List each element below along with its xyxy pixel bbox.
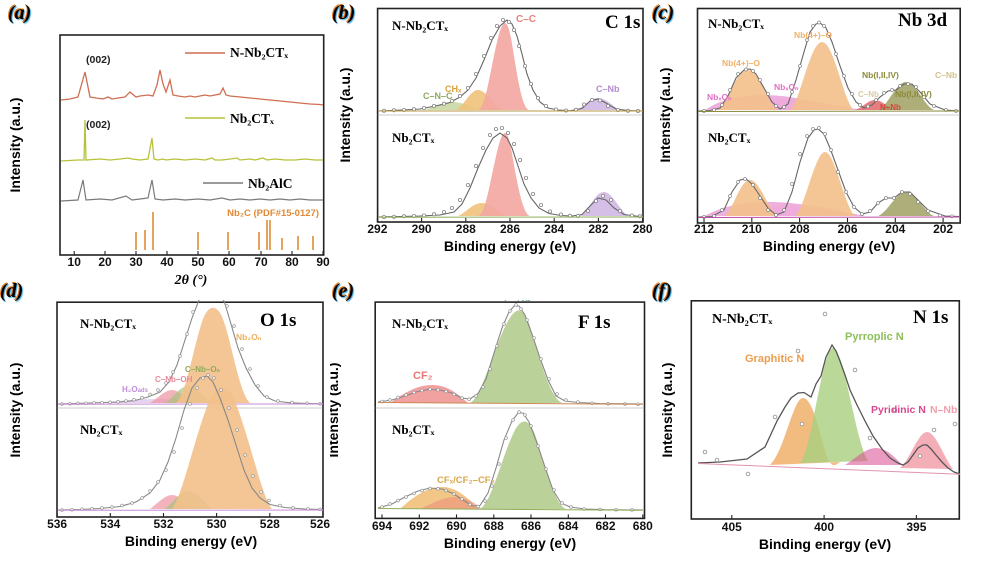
svg-text:N-Nb₂CTₓ: N-Nb₂CTₓ [712, 312, 773, 327]
svg-text:Binding energy (eV): Binding energy (eV) [759, 536, 891, 552]
svg-text:Binding energy (eV): Binding energy (eV) [763, 238, 895, 254]
svg-text:694: 694 [372, 519, 392, 533]
svg-text:202: 202 [933, 222, 953, 236]
svg-text:536: 536 [47, 517, 67, 531]
svg-text:Nb₂C (PDF#15-0127): Nb₂C (PDF#15-0127) [227, 208, 319, 219]
svg-text:688: 688 [484, 519, 504, 533]
svg-text:Binding energy (eV): Binding energy (eV) [444, 238, 576, 254]
svg-text:Graphitic N: Graphitic N [745, 353, 804, 365]
svg-text:282: 282 [588, 222, 608, 236]
svg-text:80: 80 [285, 255, 299, 269]
svg-text:CFₓ/CF₂–CF₂: CFₓ/CF₂–CF₂ [437, 475, 495, 486]
svg-text:Nb₂CTₓ: Nb₂CTₓ [392, 422, 435, 437]
svg-text:690: 690 [446, 519, 466, 533]
svg-text:Nb₂CTₓ: Nb₂CTₓ [392, 130, 435, 145]
svg-text:400: 400 [814, 520, 834, 534]
svg-text:Intensity (a.u.): Intensity (a.u.) [660, 68, 673, 163]
svg-text:Binding energy (eV): Binding energy (eV) [444, 535, 576, 551]
svg-text:Pyridinic N: Pyridinic N [871, 404, 926, 416]
svg-text:Nb 3d: Nb 3d [898, 10, 948, 31]
svg-text:286: 286 [500, 222, 520, 236]
svg-text:90: 90 [316, 255, 330, 269]
svg-text:405: 405 [722, 520, 742, 534]
svg-text:CF₂: CF₂ [413, 370, 433, 382]
svg-text:Binding energy (eV): Binding energy (eV) [125, 533, 257, 549]
svg-text:NbₓOₙ: NbₓOₙ [707, 92, 732, 102]
svg-text:C–N–C: C–N–C [423, 91, 453, 101]
svg-text:290: 290 [412, 222, 432, 236]
svg-text:Nb₂CTₓ: Nb₂CTₓ [708, 130, 751, 145]
svg-text:C–Nb: C–Nb [596, 84, 620, 94]
svg-text:20: 20 [98, 255, 112, 269]
svg-text:60: 60 [222, 255, 236, 269]
svg-text:Intensity (a.u.): Intensity (a.u.) [330, 363, 341, 458]
svg-text:(002): (002) [86, 54, 111, 66]
svg-text:H₂Oads: H₂Oads [122, 385, 149, 394]
svg-text:212: 212 [694, 222, 714, 236]
svg-text:30: 30 [129, 255, 143, 269]
svg-text:N-Nb₂CTₓ: N-Nb₂CTₓ [230, 45, 288, 60]
svg-text:528: 528 [260, 517, 280, 531]
svg-text:Intensity (a.u.): Intensity (a.u.) [7, 98, 23, 193]
svg-text:F–Nb: F–Nb [504, 300, 532, 304]
svg-text:686: 686 [521, 519, 541, 533]
svg-text:280: 280 [633, 222, 653, 236]
svg-text:395: 395 [906, 520, 926, 534]
svg-text:684: 684 [558, 519, 578, 533]
svg-text:F 1s: F 1s [578, 312, 611, 333]
svg-text:NbₓOₙ: NbₓOₙ [774, 82, 799, 92]
svg-text:210: 210 [742, 222, 762, 236]
svg-text:Intensity (a.u.): Intensity (a.u.) [660, 363, 675, 458]
svg-text:C–Nb: C–Nb [858, 90, 879, 99]
svg-text:682: 682 [595, 519, 615, 533]
svg-text:680: 680 [633, 519, 653, 533]
svg-text:10: 10 [68, 255, 82, 269]
svg-text:N 1s: N 1s [913, 307, 948, 328]
svg-text:C–Nb–Oₙ: C–Nb–Oₙ [185, 365, 220, 374]
svg-text:C–Nb–OH: C–Nb–OH [155, 375, 193, 384]
svg-text:N-Nb₂CTₓ: N-Nb₂CTₓ [392, 316, 448, 331]
svg-text:204: 204 [885, 222, 905, 236]
svg-text:Nb(I,II,IV): Nb(I,II,IV) [862, 70, 899, 80]
svg-text:692: 692 [409, 519, 429, 533]
svg-text:284: 284 [544, 222, 564, 236]
svg-text:Nb(4+)–O: Nb(4+)–O [794, 30, 832, 40]
svg-text:2θ (°): 2θ (°) [174, 273, 208, 288]
svg-text:C–C: C–C [516, 14, 536, 25]
svg-text:Pyrroplic N: Pyrroplic N [845, 331, 904, 343]
svg-text:C–Nb: C–Nb [935, 70, 957, 80]
svg-text:534: 534 [100, 517, 120, 531]
svg-text:Intensity (a.u.): Intensity (a.u.) [7, 363, 23, 458]
svg-text:288: 288 [456, 222, 476, 236]
svg-text:Nb₂Oₙ: Nb₂Oₙ [236, 332, 262, 342]
svg-text:N–Nb: N–Nb [880, 103, 901, 112]
svg-text:Nb₂CTₓ: Nb₂CTₓ [80, 422, 123, 437]
svg-text:Intensity (a.u.): Intensity (a.u.) [337, 68, 353, 163]
svg-text:(002): (002) [86, 119, 111, 131]
svg-text:Nb₂CTₓ: Nb₂CTₓ [230, 111, 274, 126]
svg-text:50: 50 [191, 255, 205, 269]
svg-text:O 1s: O 1s [260, 310, 296, 331]
svg-text:206: 206 [837, 222, 857, 236]
svg-text:Nb(I,II,IV): Nb(I,II,IV) [895, 89, 932, 99]
svg-text:N-Nb₂CTₓ: N-Nb₂CTₓ [392, 18, 448, 33]
svg-text:292: 292 [367, 222, 387, 236]
svg-text:526: 526 [310, 517, 330, 531]
svg-text:N–Nb: N–Nb [930, 404, 957, 416]
svg-text:N-Nb₂CTₓ: N-Nb₂CTₓ [708, 16, 764, 31]
svg-text:Nb(4+)–O: Nb(4+)–O [722, 58, 760, 68]
svg-text:N-Nb₂CTₓ: N-Nb₂CTₓ [80, 316, 136, 331]
svg-text:40: 40 [160, 255, 174, 269]
svg-text:C 1s: C 1s [605, 12, 640, 33]
svg-text:Nb₂AlC: Nb₂AlC [248, 176, 293, 191]
svg-text:70: 70 [254, 255, 268, 269]
svg-text:530: 530 [207, 517, 227, 531]
svg-text:532: 532 [153, 517, 173, 531]
svg-text:208: 208 [790, 222, 810, 236]
